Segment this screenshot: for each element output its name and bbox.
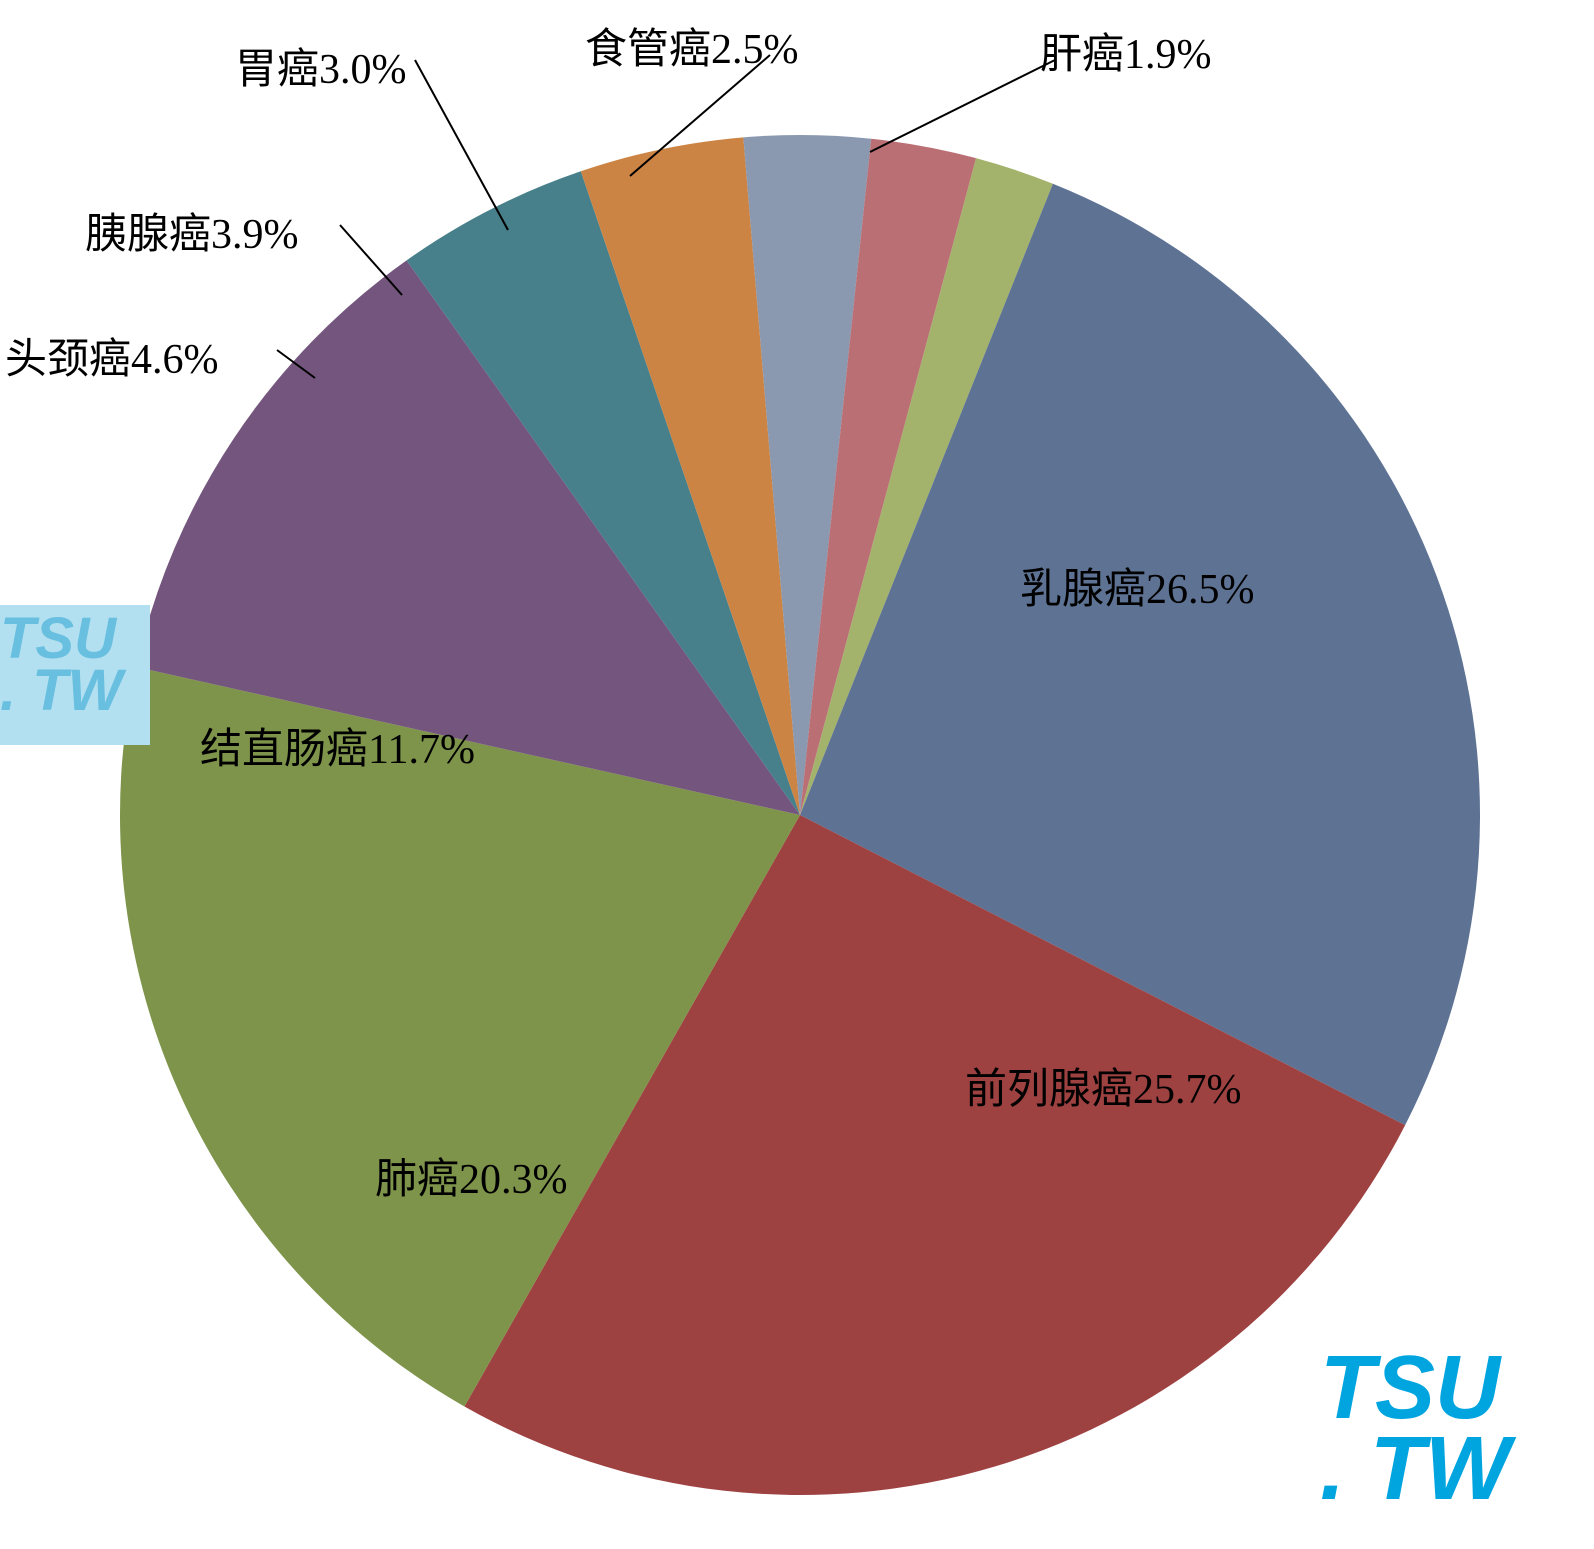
watermark: TSU. TW [1320,1348,1510,1510]
slice-label: 前列腺癌25.7% [965,1055,1242,1116]
slice-label: 胃癌3.0% [235,35,407,96]
watermark-bottom: . TW [1320,1429,1510,1510]
slice-label: 胰腺癌3.9% [85,200,299,261]
slice-label: 肝癌1.9% [1040,20,1212,81]
slice-label: 食管癌2.5% [585,15,799,76]
watermark: TSU. TW [0,613,122,717]
slice-label: 头颈癌4.6% [5,325,219,386]
pie-chart: 肝癌1.9% 乳腺癌26.5% 前列腺癌25.7% 肺癌20.3% 结直肠癌11.7% 头… [0,0,1594,1544]
watermark-top: TSU [1320,1348,1510,1429]
slice-label: 结直肠癌11.7% [200,715,475,776]
watermark-bottom: . TW [0,665,122,717]
slice-label: 乳腺癌26.5% [1020,555,1255,616]
slice-label: 肺癌20.3% [375,1145,568,1206]
